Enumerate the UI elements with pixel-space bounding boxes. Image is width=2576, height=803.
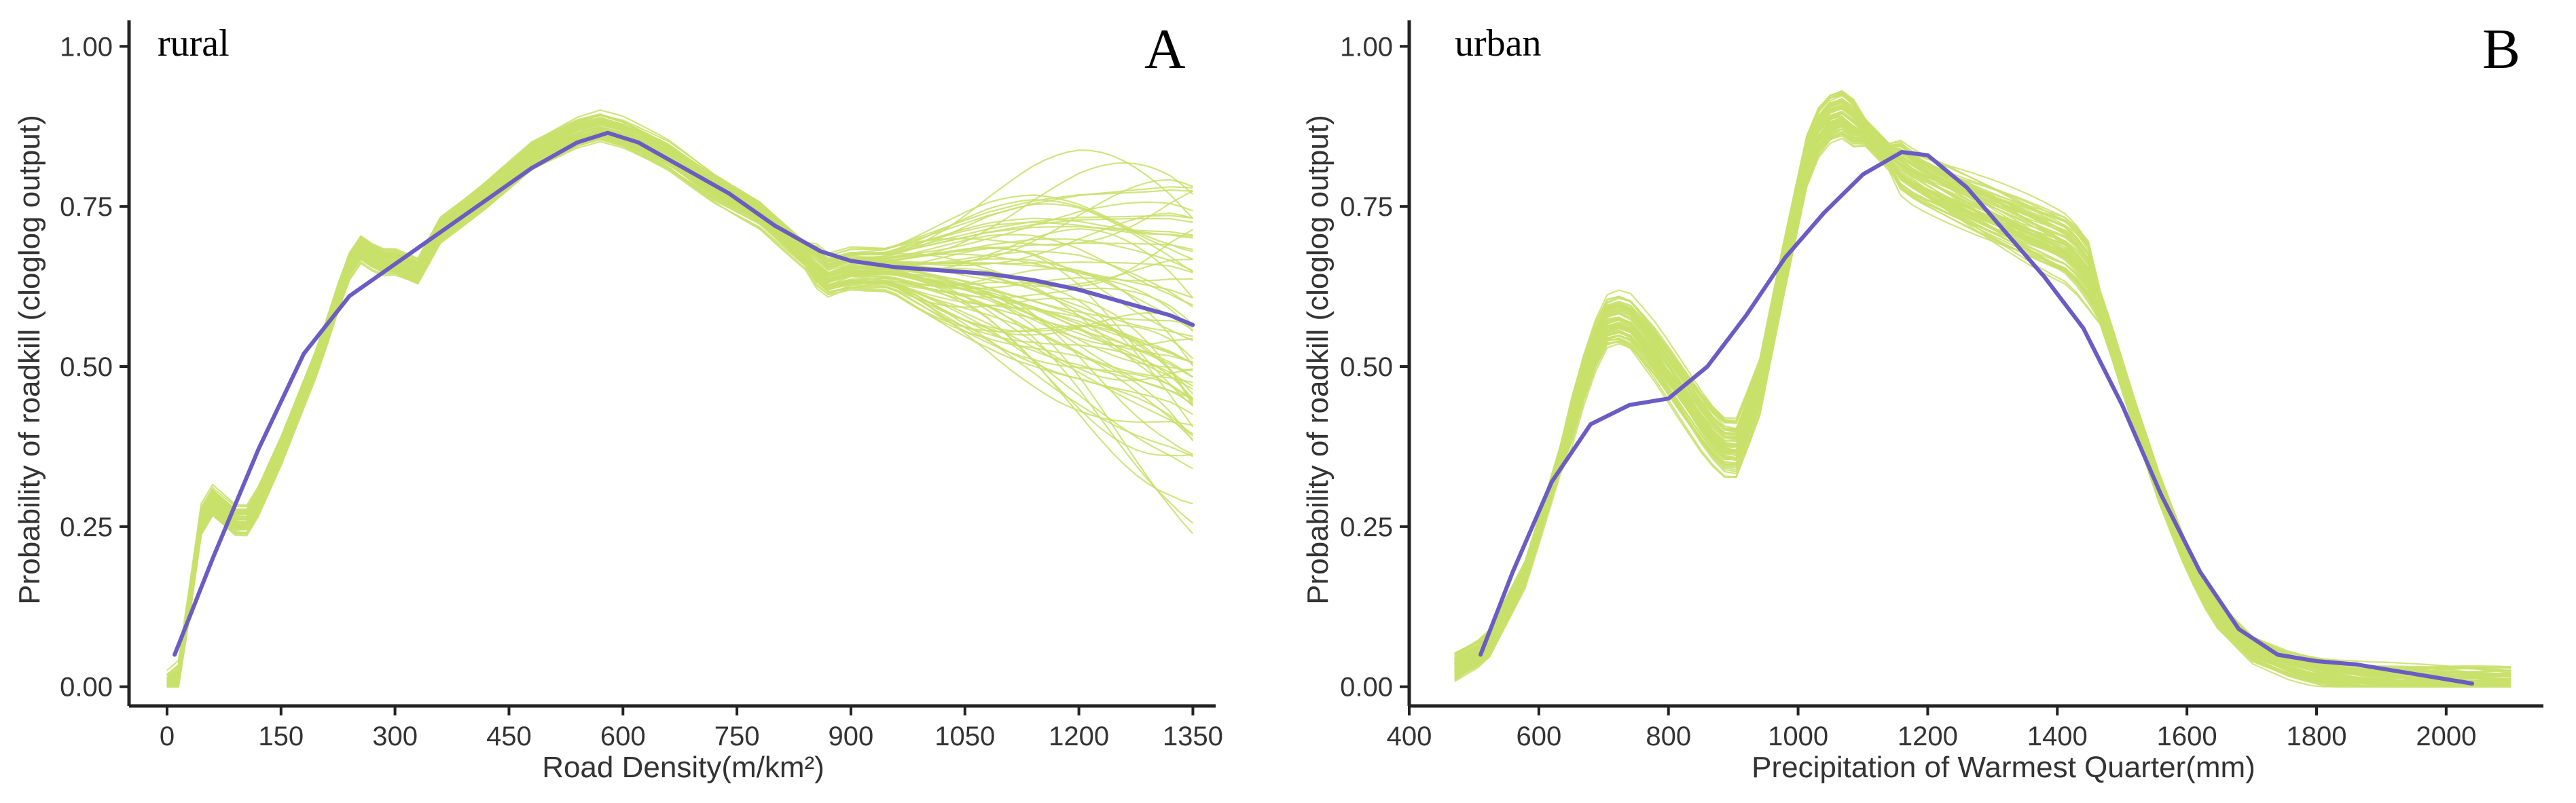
panel-subtitle: urban xyxy=(1455,22,1542,64)
x-tick-label: 400 xyxy=(1387,722,1432,751)
replicate-curve xyxy=(1454,98,2511,677)
replicate-curve xyxy=(1454,115,2511,682)
y-tick-label: 1.00 xyxy=(1340,32,1393,62)
x-tick-label: 1400 xyxy=(2027,722,2088,751)
replicate-curve xyxy=(1454,126,2511,688)
x-tick-label: 800 xyxy=(1646,722,1691,751)
x-tick-label: 1600 xyxy=(2157,722,2217,751)
y-axis-title: Probability of roadkill (cloglog output) xyxy=(13,115,46,605)
mean-curve-group xyxy=(173,130,1195,657)
x-axis-ticks: 0 150 300 450 600 750 900 1050 1200 1350 xyxy=(160,706,1223,751)
x-tick-label: 1800 xyxy=(2287,722,2347,751)
x-tick-label: 750 xyxy=(714,722,760,751)
x-tick-label: 300 xyxy=(372,722,418,751)
replicate-curve xyxy=(1454,111,2511,687)
replicate-curve xyxy=(1454,105,2511,687)
y-tick-label: 0.25 xyxy=(1340,512,1393,542)
y-tick-label: 0.50 xyxy=(1340,352,1393,382)
x-tick-label: 900 xyxy=(829,722,874,751)
replicate-curve xyxy=(166,135,1193,688)
x-tick-label: 1350 xyxy=(1163,722,1223,751)
panel-subtitle: rural xyxy=(158,22,230,64)
x-axis-ticks: 400 600 800 1000 1200 1400 1600 1800 2000 xyxy=(1387,706,2476,751)
mean-curve-group xyxy=(1479,150,2474,686)
y-axis-title: Probability of roadkill (cloglog output) xyxy=(1301,115,1335,605)
mean-response-line xyxy=(173,130,1195,657)
x-tick-label: 450 xyxy=(486,722,532,751)
x-tick-label: 600 xyxy=(600,722,646,751)
y-axis-ticks: 0.00 0.25 0.50 0.75 1.00 xyxy=(60,32,129,703)
chart-panel-urban: 400 600 800 1000 1200 1400 1600 1800 2000 0.000.… xyxy=(1301,18,2543,784)
x-tick-label: 0 xyxy=(160,722,175,751)
x-tick-label: 1200 xyxy=(1898,722,1958,751)
replicate-curve xyxy=(1454,90,2511,675)
replicate-curve xyxy=(1454,108,2511,677)
mean-response-line xyxy=(1479,150,2474,686)
y-tick-label: 0.75 xyxy=(1340,192,1393,222)
replicate-curve xyxy=(166,109,1194,671)
x-tick-label: 1000 xyxy=(1768,722,1828,751)
replicate-curve xyxy=(1454,111,2511,684)
y-tick-label: 1.00 xyxy=(60,32,113,62)
y-tick-label: 0.50 xyxy=(60,352,113,382)
x-axis-title: Precipitation of Warmest Quarter(mm) xyxy=(1752,751,2255,784)
y-tick-label: 0.25 xyxy=(60,512,113,542)
x-axis-title: Road Density(m/km²) xyxy=(542,751,824,784)
replicate-curve xyxy=(1454,90,2511,682)
x-tick-label: 1200 xyxy=(1049,722,1109,751)
y-tick-label: 0.00 xyxy=(60,673,113,703)
replicate-curve xyxy=(166,122,1193,685)
x-tick-label: 150 xyxy=(258,722,304,751)
axes xyxy=(127,20,1216,708)
x-tick-label: 1050 xyxy=(935,722,995,751)
x-tick-label: 2000 xyxy=(2416,722,2476,751)
axes xyxy=(1407,20,2543,708)
x-tick-label: 600 xyxy=(1516,722,1561,751)
y-axis-ticks: 0.00 0.25 0.50 0.75 1.00 xyxy=(1340,32,1409,703)
replicate-curve xyxy=(166,136,1193,688)
panel-letter: A xyxy=(1144,18,1186,81)
y-tick-label: 0.00 xyxy=(1340,673,1393,703)
replicate-curve xyxy=(1454,100,2511,673)
panel-letter: B xyxy=(2482,18,2520,81)
chart-panel-rural: 0 150 300 450 600 750 900 1050 1200 1350 0.00 0.25… xyxy=(13,18,1223,784)
replicate-curve xyxy=(1454,137,2511,688)
y-tick-label: 0.75 xyxy=(60,192,113,222)
